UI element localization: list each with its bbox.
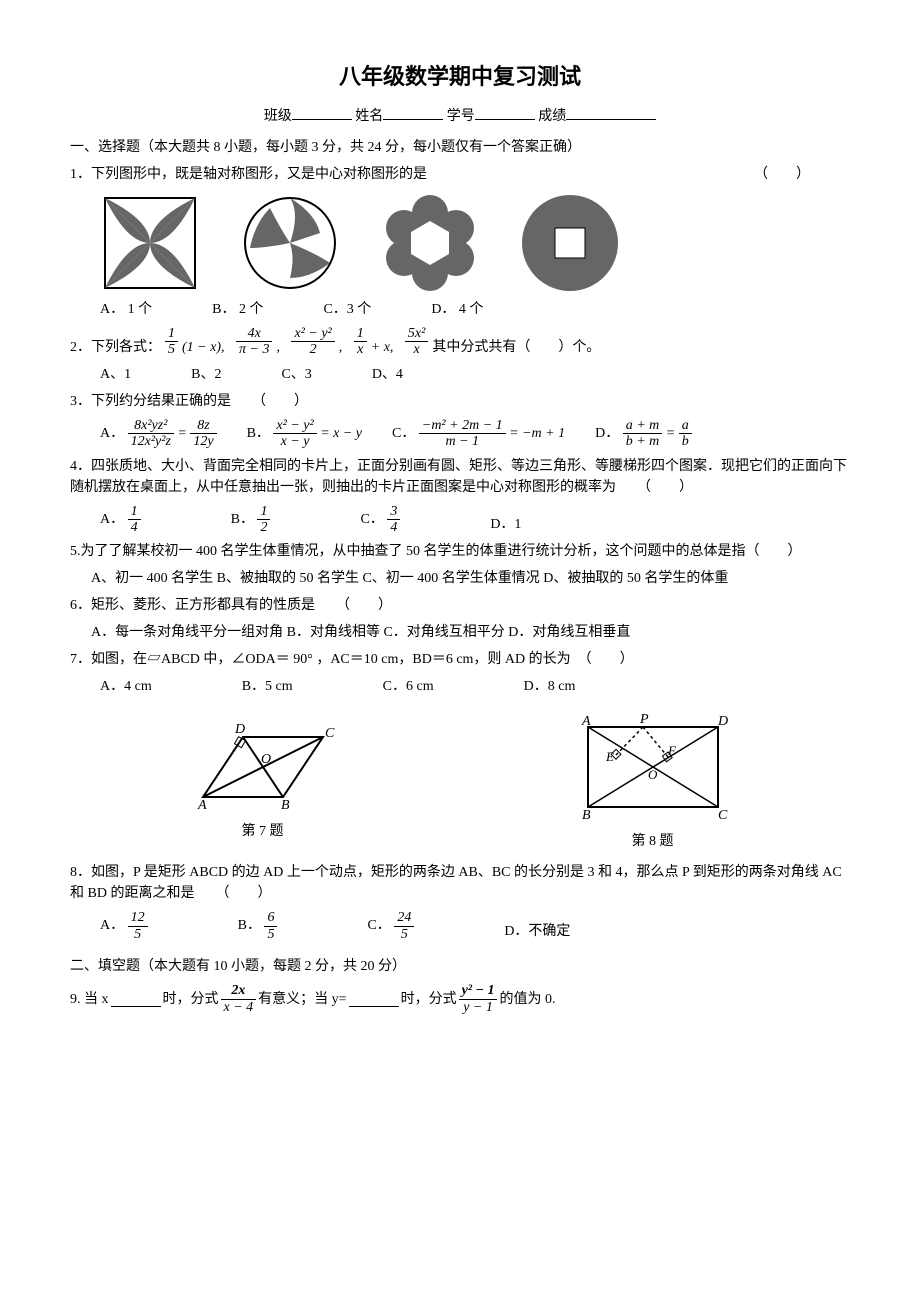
q9: 9. 当 x 时，分式 2xx − 4 有意义；当 y= 时，分式 y² − 1… [70, 983, 850, 1015]
q2-expr5-frac: 5x²x [405, 326, 428, 358]
q1-shape-2 [240, 193, 340, 293]
q1-opt-c: C．3 个 [323, 299, 371, 320]
q8-opt-b: B． 65 [238, 910, 278, 942]
q8-opt-a: A． 125 [100, 910, 148, 942]
q2-expr4-frac: 1x [354, 326, 367, 358]
svg-text:A: A [581, 714, 591, 729]
q8-figure: A P D B C E F O 第 8 题 [568, 707, 738, 852]
q3-options: A． 8x²yz²12x²y²z = 8z12y B． x² − y²x − y… [100, 418, 850, 450]
q7-opt-a: A．4 cm [100, 676, 152, 697]
svg-text:E: E [605, 749, 614, 764]
q1-options: A． 1 个 B． 2 个 C．3 个 D． 4 个 [100, 299, 850, 320]
q2-opt-c: C、3 [281, 364, 311, 385]
q9-frac2: y² − 1y − 1 [459, 983, 498, 1015]
q1-shape-3 [380, 193, 480, 293]
q4-opt-d: D．1 [490, 514, 521, 535]
svg-text:O: O [648, 767, 658, 782]
page-title: 八年级数学期中复习测试 [70, 60, 850, 93]
figures-row: A B C D O 第 7 题 A P D B C E F O 第 8 题 [70, 707, 850, 852]
q5-text: 5.为了了解某校初一 400 名学生体重情况，从中抽查了 50 名学生的体重进行… [70, 541, 850, 562]
q9-blank2 [349, 992, 399, 1007]
q9-blank1 [111, 992, 161, 1007]
name-label: 姓名 [355, 109, 383, 124]
q4-options: A． 14 B． 12 C． 34 D．1 [100, 504, 850, 536]
q2-opt-a: A、1 [100, 364, 131, 385]
svg-text:D: D [717, 714, 728, 729]
q2-suffix: 其中分式共有（ ）个。 [432, 337, 600, 358]
section2-heading: 二、填空题（本大题有 10 小题，每题 2 分，共 20 分） [70, 956, 850, 977]
q2-expr3-frac: x² − y²2 [291, 326, 334, 358]
q1-stem: 1．下列图形中，既是轴对称图形，又是中心对称图形的是 [70, 167, 427, 182]
q8-options: A． 125 B． 65 C． 245 D．不确定 [100, 910, 850, 942]
q8-caption: 第 8 题 [568, 831, 738, 852]
svg-text:F: F [667, 743, 677, 758]
name-blank [383, 105, 443, 120]
q9-suffix: 的值为 0. [499, 989, 555, 1010]
q5-options: A、初一 400 名学生 B、被抽取的 50 名学生 C、初一 400 名学生体… [70, 568, 850, 589]
q1-shape-1 [100, 193, 200, 293]
q3-text: 3．下列约分结果正确的是 （ ） [70, 391, 850, 412]
svg-text:B: B [281, 798, 290, 813]
q4-opt-c: C． 34 [360, 504, 400, 536]
q7-figure: A B C D O 第 7 题 [183, 707, 343, 852]
q4-opt-b: B． 12 [231, 504, 271, 536]
q3-opt-a: A． 8x²yz²12x²y²z = 8z12y [100, 418, 217, 450]
q3-opt-d: D． a + mb + m = ab [595, 418, 692, 450]
q9-frac1: 2xx − 4 [221, 983, 257, 1015]
q8-opt-c: C． 245 [367, 910, 414, 942]
q1-opt-b: B． 2 个 [212, 299, 263, 320]
q2-expr1-rest: (1 − x), [182, 337, 225, 358]
q4-opt-a: A． 14 [100, 504, 141, 536]
id-blank [475, 105, 535, 120]
score-label: 成绩 [538, 109, 566, 124]
q7-caption: 第 7 题 [183, 821, 343, 842]
section1-heading: 一、选择题（本大题共 8 小题，每小题 3 分，共 24 分，每小题仅有一个答案… [70, 137, 850, 158]
class-label: 班级 [264, 109, 292, 124]
q1-opt-d: D． 4 个 [431, 299, 483, 320]
q6-options: A．每一条对角线平分一组对角 B．对角线相等 C．对角线互相平分 D．对角线互相… [70, 622, 850, 643]
q2-opt-d: D、4 [372, 364, 403, 385]
q1-shapes [100, 193, 850, 293]
q6-text: 6．矩形、菱形、正方形都具有的性质是 （ ） [70, 595, 850, 616]
svg-text:C: C [325, 726, 335, 741]
q9-prefix: 9. 当 x [70, 989, 109, 1010]
q7-options: A．4 cm B．5 cm C．6 cm D．8 cm [100, 676, 850, 697]
q7-opt-b: B．5 cm [242, 676, 293, 697]
q3-opt-c: C． −m² + 2m − 1m − 1 = −m + 1 [392, 418, 565, 450]
svg-text:P: P [639, 712, 649, 727]
svg-text:B: B [582, 808, 591, 823]
q2-c2: , [339, 337, 343, 358]
q1-shape-4 [520, 193, 620, 293]
q9-mid3: 时，分式 [401, 989, 457, 1010]
q7-text: 7．如图，在▱ABCD 中，∠ODA＝ 90° ，AC＝10 cm，BD＝6 c… [70, 649, 850, 670]
svg-text:C: C [718, 808, 728, 823]
q2-expr2-frac: 4xπ − 3 [236, 326, 272, 358]
q8-opt-d: D．不确定 [504, 921, 570, 942]
q2-expr4-rest: + x, [371, 337, 394, 358]
svg-text:D: D [234, 722, 245, 737]
id-label: 学号 [447, 109, 475, 124]
q1-text: 1．下列图形中，既是轴对称图形，又是中心对称图形的是 （ ） [70, 164, 850, 185]
q2-expr1-frac: 15 [165, 326, 178, 358]
q2: 2．下列各式： 15 (1 − x), 4xπ − 3 , x² − y²2 ,… [70, 326, 850, 358]
q8-text: 8．如图，P 是矩形 ABCD 的边 AD 上一个动点，矩形的两条边 AB、BC… [70, 862, 850, 904]
svg-text:A: A [197, 798, 207, 813]
q9-mid2: 有意义；当 y= [258, 989, 346, 1010]
q7-opt-d: D．8 cm [524, 676, 576, 697]
q2-c1: , [276, 337, 280, 358]
q1-opt-a: A． 1 个 [100, 299, 152, 320]
svg-text:O: O [261, 752, 271, 767]
q2-options: A、1 B、2 C、3 D、4 [100, 364, 850, 385]
q4-text: 4．四张质地、大小、背面完全相同的卡片上，正面分别画有圆、矩形、等边三角形、等腰… [70, 456, 850, 498]
q2-prefix: 2．下列各式： [70, 337, 161, 358]
q1-paren: （ ） [754, 164, 810, 185]
q9-mid1: 时，分式 [163, 989, 219, 1010]
q3-opt-b: B． x² − y²x − y = x − y [247, 418, 362, 450]
score-blank [566, 105, 656, 120]
q2-opt-b: B、2 [191, 364, 221, 385]
student-info-line: 班级 姓名 学号 成绩 [70, 105, 850, 127]
q7-opt-c: C．6 cm [383, 676, 434, 697]
class-blank [292, 105, 352, 120]
